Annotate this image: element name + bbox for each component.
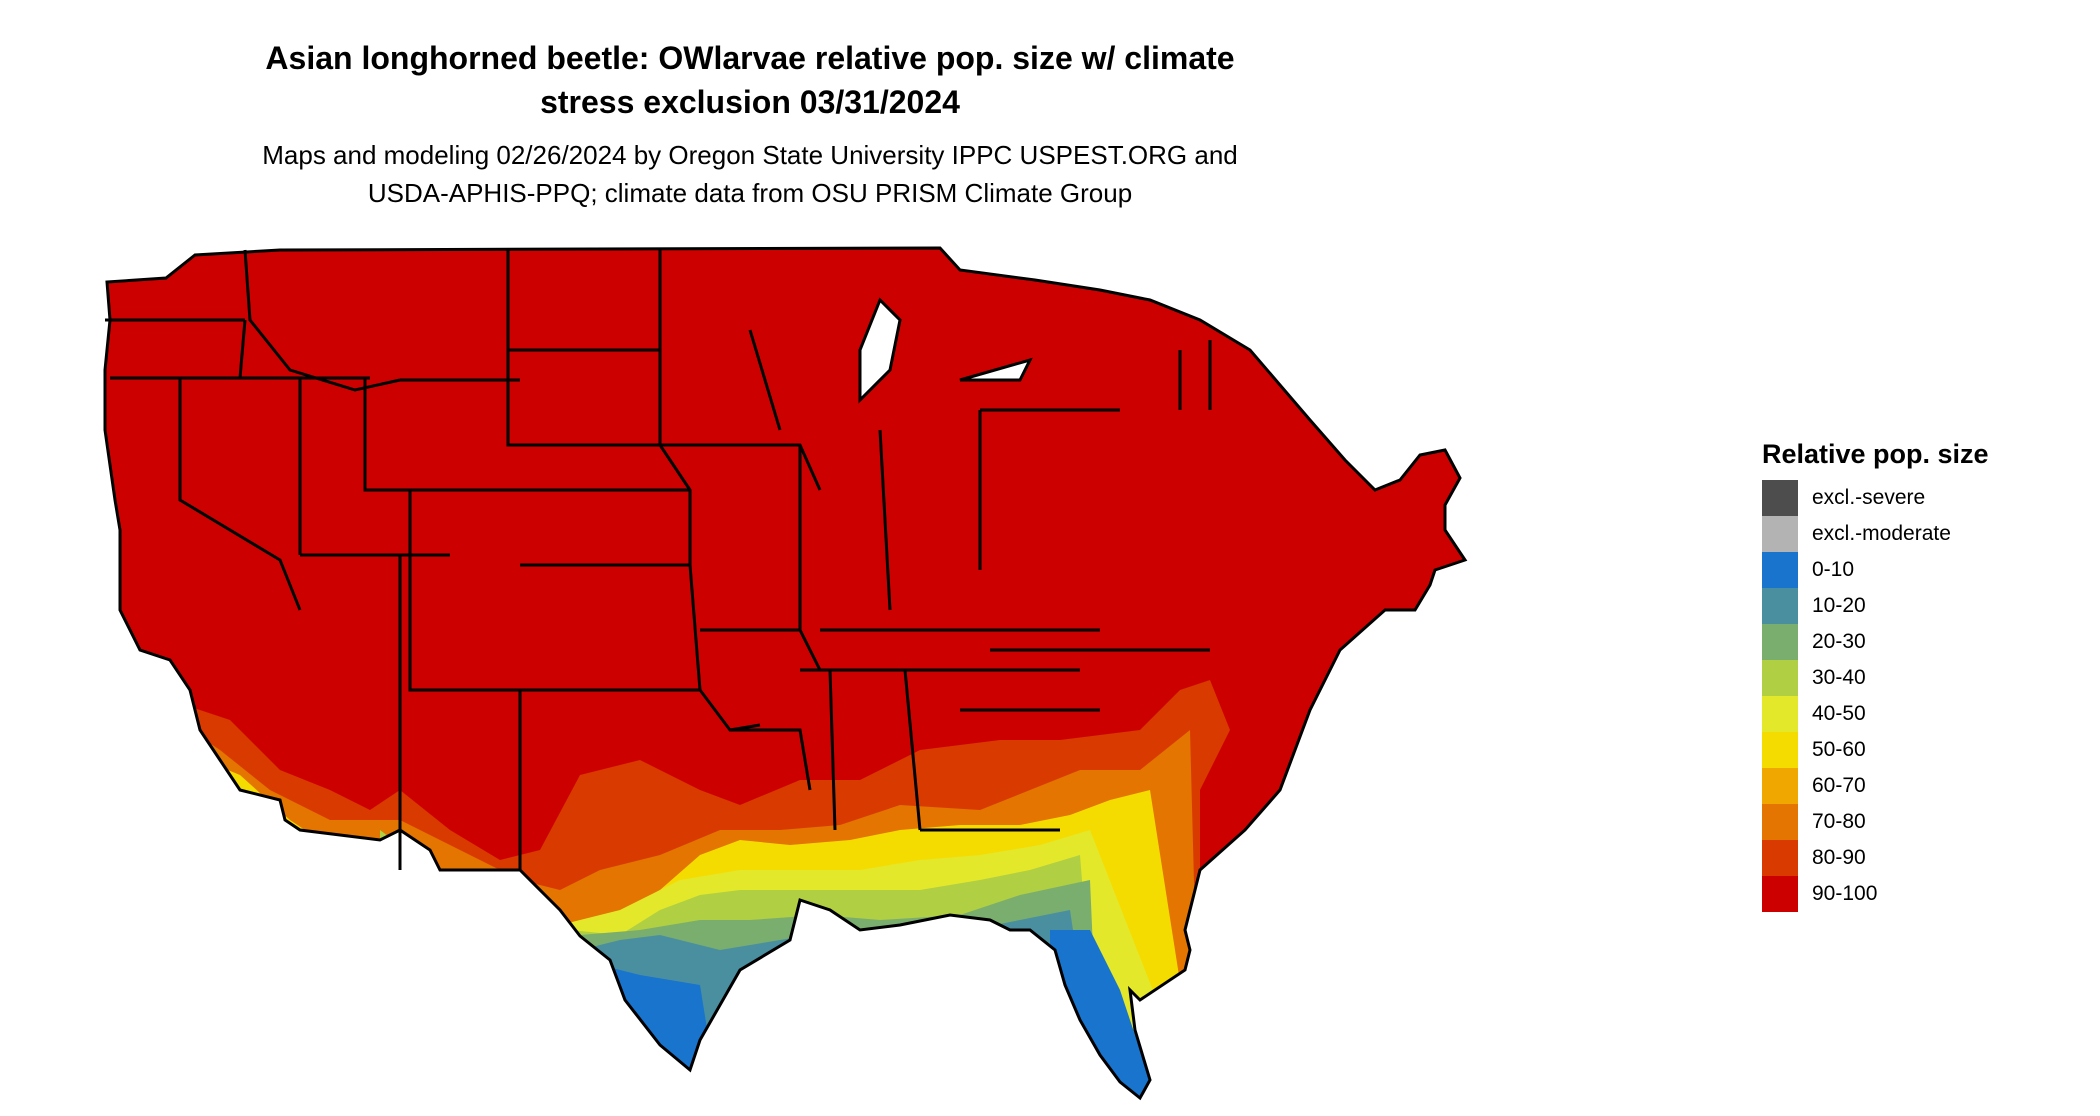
legend-swatch [1762, 696, 1798, 732]
border-wy-co [363, 378, 520, 492]
legend-rows: excl.-severe excl.-moderate 0-10 10-20 20-30… [1762, 480, 2082, 912]
great-lakes [858, 297, 1033, 404]
legend-swatch [1762, 840, 1798, 876]
border-id-mt [243, 249, 401, 392]
legend-item: 0-10 [1762, 552, 2082, 588]
lake-erie [959, 357, 1033, 382]
legend-label: 40-50 [1812, 702, 1866, 725]
legend-item: excl.-moderate [1762, 516, 2082, 552]
legend-item: 40-50 [1762, 696, 2082, 732]
legend-title: Relative pop. size [1762, 439, 1989, 469]
legend-label: excl.-severe [1812, 486, 1926, 509]
title-line-2: stress exclusion 03/31/2024 [540, 84, 960, 120]
legend-swatch [1762, 624, 1798, 660]
state-boundaries [103, 246, 1467, 1100]
subtitle-line-1: Maps and modeling 02/26/2024 by Oregon S… [262, 140, 1238, 170]
border-nd-sd [506, 250, 660, 447]
border-ca-nv [178, 378, 302, 611]
legend-swatch [1762, 804, 1798, 840]
border-in-oh [878, 429, 892, 611]
legend-swatch [1762, 552, 1798, 588]
legend-label: 70-80 [1812, 810, 1866, 833]
legend-swatch [1762, 660, 1798, 696]
legend-swatch [1762, 516, 1798, 552]
legend-label: 90-100 [1812, 882, 1878, 905]
border-wi-mi [748, 329, 782, 431]
legend-swatch [1762, 768, 1798, 804]
legend-label: 30-40 [1812, 666, 1866, 689]
subtitle-line-2: USDA-APHIS-PPQ; climate data from OSU PR… [367, 178, 1133, 208]
border-mn-east [658, 250, 702, 691]
legend-label: 80-90 [1812, 846, 1866, 869]
legend-item: 70-80 [1762, 804, 2082, 840]
legend-label: 20-30 [1812, 630, 1866, 653]
legend-item: 90-100 [1762, 876, 2082, 912]
legend-label: 10-20 [1812, 594, 1866, 617]
legend-label: 0-10 [1812, 558, 1855, 581]
map-title: Asian longhorned beetle: OWlarvae relati… [250, 36, 1250, 124]
border-ar-la [730, 728, 812, 791]
legend-item: 80-90 [1762, 840, 2082, 876]
border-ok-tx [520, 688, 761, 732]
border-new-england [1178, 340, 1212, 410]
legend-item: excl.-severe [1762, 480, 2082, 516]
border-al-ga [903, 669, 922, 831]
legend-item: 10-20 [1762, 588, 2082, 624]
lake-michigan [858, 297, 902, 404]
border-or-id [238, 319, 247, 379]
legend-swatch [1762, 480, 1798, 516]
legend-item: 30-40 [1762, 660, 2082, 696]
legend-label: 50-60 [1812, 738, 1866, 761]
legend-label: 60-70 [1812, 774, 1866, 797]
legend-item: 60-70 [1762, 768, 2082, 804]
map-subtitle: Maps and modeling 02/26/2024 by Oregon S… [250, 136, 1250, 212]
legend-swatch [1762, 876, 1798, 912]
legend-item: 50-60 [1762, 732, 2082, 768]
legend-label: excl.-moderate [1812, 522, 1951, 545]
legend-item: 20-30 [1762, 624, 2082, 660]
us-population-map [103, 246, 1467, 1100]
legend-swatch [1762, 732, 1798, 768]
legend-swatch [1762, 588, 1798, 624]
border-co-nm [408, 490, 520, 692]
map-legend: Relative pop. size excl.-severe excl.-mod… [1762, 436, 2082, 912]
title-line-1: Asian longhorned beetle: OWlarvae relati… [265, 40, 1235, 76]
border-ms-al [828, 669, 837, 831]
